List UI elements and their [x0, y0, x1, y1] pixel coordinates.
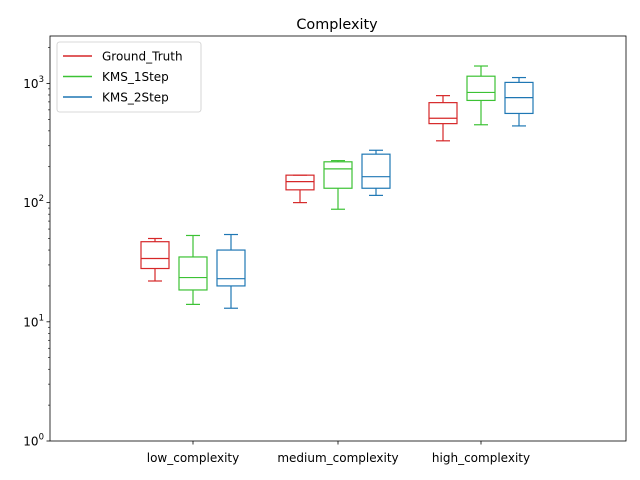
legend-label-Ground_Truth: Ground_Truth	[102, 50, 183, 64]
box-KMS_2Step-medium_complexity	[361, 149, 391, 196]
x-tick-label-high_complexity: high_complexity	[432, 451, 530, 465]
x-tick-label-low_complexity: low_complexity	[147, 451, 239, 465]
legend-label-KMS_2Step: KMS_2Step	[102, 91, 169, 105]
legend-box	[56, 41, 202, 113]
y-tick-label: 103	[23, 75, 44, 91]
legend: Ground_Truth KMS_1Step KMS_2Step	[56, 41, 202, 113]
plot-area	[140, 65, 534, 309]
box-KMS_2Step-low_complexity	[216, 233, 246, 309]
box-Ground_Truth-high_complexity	[428, 95, 458, 142]
box-KMS_1Step-high_complexity	[466, 65, 496, 126]
axes: 100 101 102 103 low_complexity medium_complex…	[23, 35, 627, 465]
chart-title: Complexity	[296, 17, 378, 33]
box-KMS_1Step-medium_complexity	[323, 160, 353, 210]
legend-label-KMS_1Step: KMS_1Step	[102, 70, 169, 84]
box-Ground_Truth-medium_complexity	[285, 174, 315, 204]
y-tick-label: 101	[23, 313, 44, 329]
box-KMS_2Step-high_complexity	[504, 76, 534, 127]
x-tick-label-medium_complexity: medium_complexity	[277, 451, 398, 465]
box-Ground_Truth-low_complexity	[140, 237, 170, 282]
box-KMS_1Step-low_complexity	[178, 234, 208, 305]
y-tick-label: 102	[23, 194, 44, 210]
y-tick-label: 100	[23, 433, 44, 449]
